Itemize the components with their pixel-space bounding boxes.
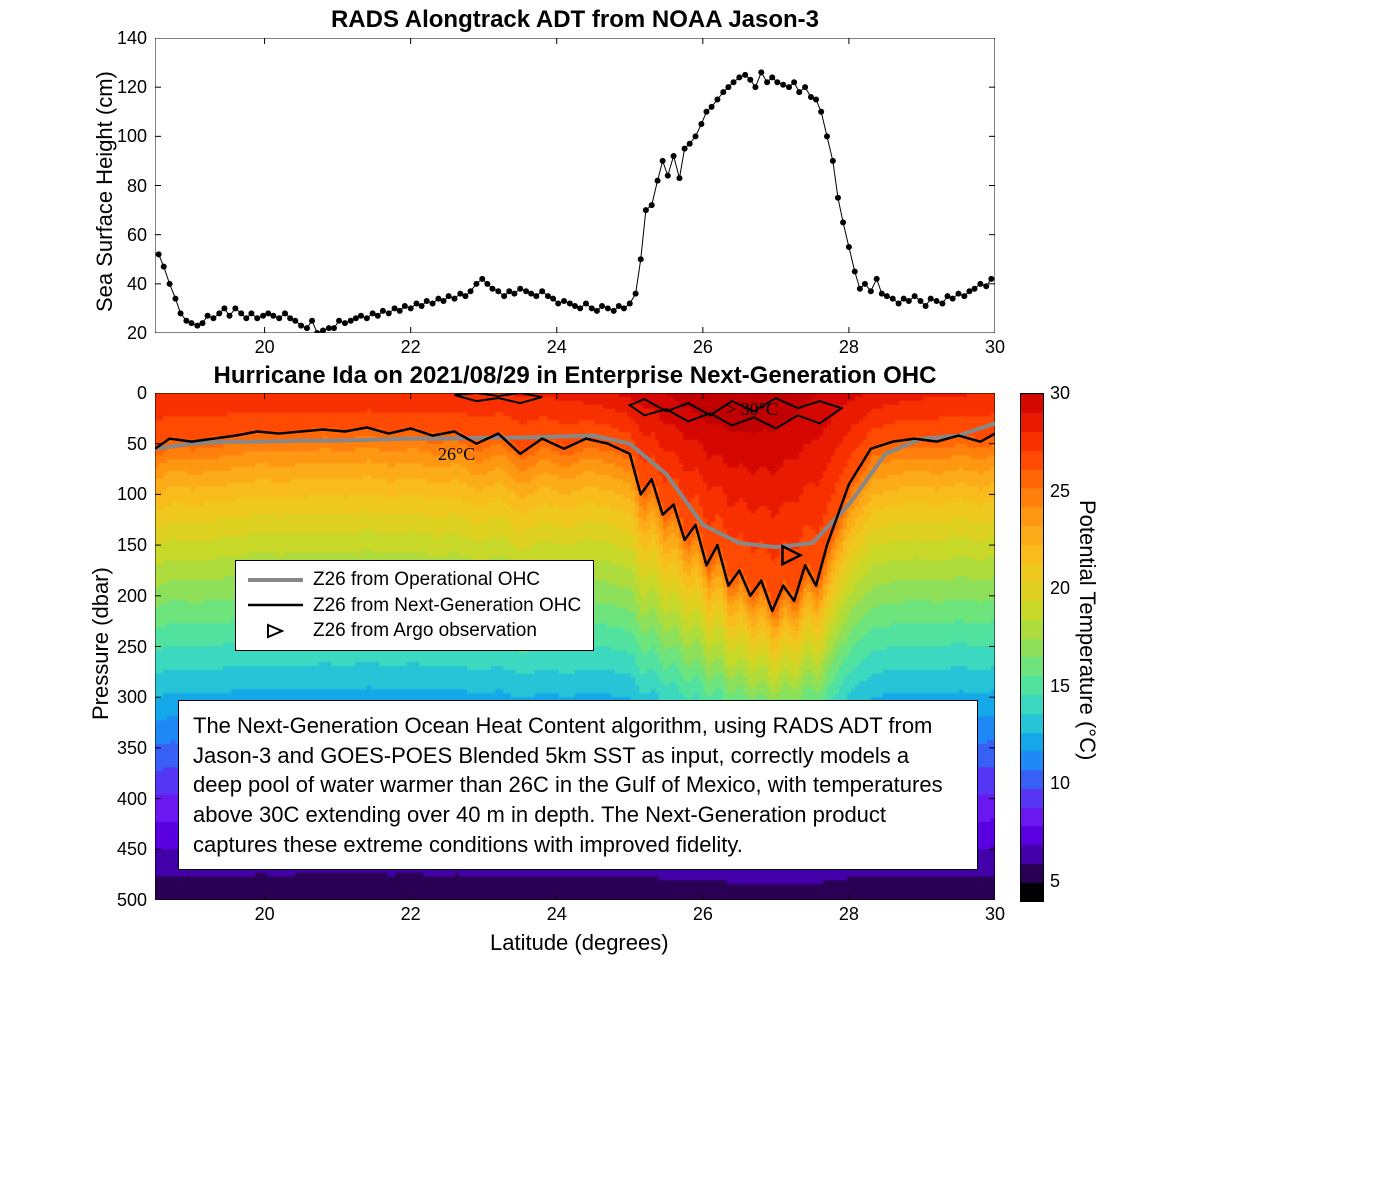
bottom-xtick: 30 — [985, 904, 1005, 925]
legend-label-1: Z26 from Next-Generation OHC — [313, 593, 581, 619]
bottom-xtick: 28 — [839, 904, 859, 925]
colorbar — [1020, 393, 1044, 902]
colorbar-tick: 20 — [1050, 578, 1070, 599]
top-xtick: 22 — [401, 337, 421, 358]
caption: The Next-Generation Ocean Heat Content a… — [178, 700, 978, 870]
top-xtick: 30 — [985, 337, 1005, 358]
top-ytick: 100 — [117, 126, 147, 147]
bottom-ytick: 100 — [117, 484, 147, 505]
contour-26-label: 26°C — [438, 444, 475, 465]
top-chart-title: RADS Alongtrack ADT from NOAA Jason-3 — [155, 6, 995, 34]
top-ytick: 20 — [127, 323, 147, 344]
legend-row-1: Z26 from Next-Generation OHC — [248, 593, 581, 619]
bottom-ytick: 400 — [117, 789, 147, 810]
bottom-xtick: 26 — [693, 904, 713, 925]
top-chart-ylabel: Sea Surface Height (cm) — [92, 71, 118, 312]
bottom-ytick: 350 — [117, 738, 147, 759]
bottom-chart-ylabel: Pressure (dbar) — [88, 567, 114, 720]
legend-row-2: Z26 from Argo observation — [248, 618, 581, 644]
bottom-ytick: 450 — [117, 839, 147, 860]
legend-label-0: Z26 from Operational OHC — [313, 567, 540, 593]
colorbar-tick: 30 — [1050, 383, 1070, 404]
top-xtick: 26 — [693, 337, 713, 358]
bottom-ytick: 250 — [117, 637, 147, 658]
top-ytick: 140 — [117, 28, 147, 49]
top-ytick: 40 — [127, 274, 147, 295]
colorbar-tick: 25 — [1050, 481, 1070, 502]
bottom-ytick: 500 — [117, 890, 147, 911]
bottom-ytick: 300 — [117, 687, 147, 708]
bottom-ytick: 150 — [117, 535, 147, 556]
bottom-ytick: 0 — [137, 383, 147, 404]
top-chart-svg — [155, 38, 995, 333]
bottom-xtick: 22 — [401, 904, 421, 925]
top-xtick: 20 — [255, 337, 275, 358]
bottom-chart-title: Hurricane Ida on 2021/08/29 in Enterpris… — [155, 362, 995, 390]
bottom-ytick: 200 — [117, 586, 147, 607]
top-ytick: 60 — [127, 225, 147, 246]
top-xtick: 28 — [839, 337, 859, 358]
bottom-xtick: 24 — [547, 904, 567, 925]
legend-label-2: Z26 from Argo observation — [313, 618, 537, 644]
colorbar-tick: 5 — [1050, 871, 1060, 892]
top-ytick: 120 — [117, 77, 147, 98]
legend: Z26 from Operational OHC Z26 from Next-G… — [235, 560, 594, 651]
bottom-ytick: 50 — [127, 434, 147, 455]
colorbar-tick: 10 — [1050, 773, 1070, 794]
bottom-chart-xlabel: Latitude (degrees) — [490, 930, 669, 956]
top-ytick: 80 — [127, 176, 147, 197]
top-xtick: 24 — [547, 337, 567, 358]
bottom-xtick: 20 — [255, 904, 275, 925]
colorbar-label: Potential Temperature (°C) — [1074, 500, 1100, 760]
colorbar-tick: 15 — [1050, 676, 1070, 697]
contour-30-label: > 30°C — [726, 399, 778, 420]
legend-row-0: Z26 from Operational OHC — [248, 567, 581, 593]
